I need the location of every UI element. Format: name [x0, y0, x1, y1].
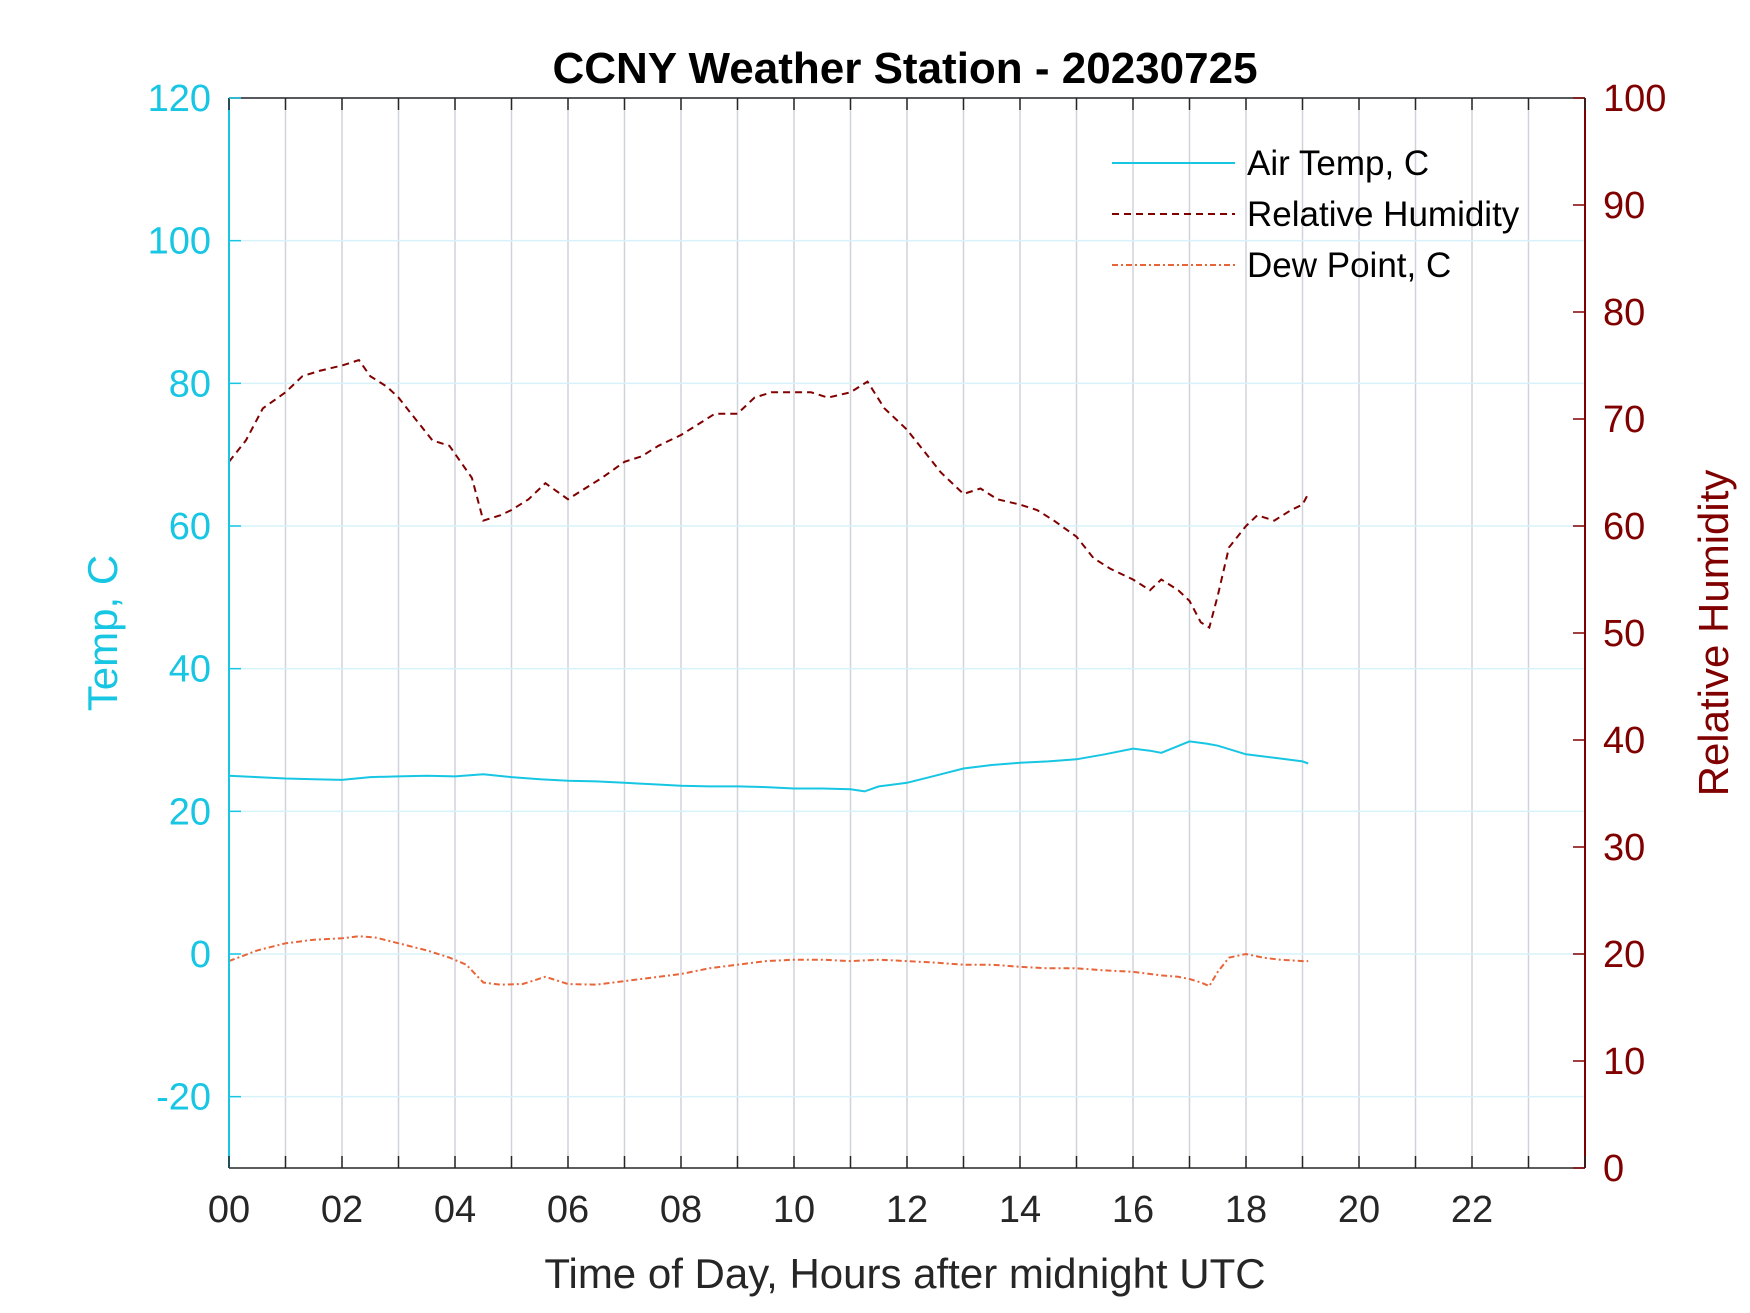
right-y-tick-label: 80 [1603, 292, 1645, 334]
series-line-dew-point [228, 935, 1309, 988]
legend-label: Air Temp, C [1247, 144, 1429, 183]
right-y-tick-label: 0 [1603, 1148, 1624, 1190]
left-y-tick-label: 100 [148, 221, 211, 263]
x-tick-label: 16 [1112, 1189, 1154, 1231]
series-line-relative-humidity [228, 358, 1310, 630]
x-tick-label: 14 [999, 1189, 1041, 1231]
right-y-tick-label: 20 [1603, 934, 1645, 976]
x-tick-label: 10 [773, 1189, 815, 1231]
right-y-tick-label: 90 [1603, 185, 1645, 227]
x-tick-label: 12 [886, 1189, 928, 1231]
x-tick-label: 18 [1225, 1189, 1267, 1231]
left-y-tick-label: 20 [169, 791, 211, 833]
x-tick-label: 08 [660, 1189, 702, 1231]
right-y-tick-label: 60 [1603, 506, 1645, 548]
right-y-tick-label: 70 [1603, 399, 1645, 441]
series-line-air-temp [228, 740, 1309, 793]
x-tick-label: 00 [208, 1189, 250, 1231]
chart-title: CCNY Weather Station - 20230725 [552, 44, 1257, 93]
x-axis-label: Time of Day, Hours after midnight UTC [544, 1250, 1265, 1297]
data-series [228, 358, 1310, 988]
left-y-axis-label: Temp, C [79, 555, 126, 711]
x-tick-label: 06 [547, 1189, 589, 1231]
x-tick-label: 04 [434, 1189, 476, 1231]
x-tick-label: 02 [321, 1189, 363, 1231]
left-y-tick-label: 40 [169, 649, 211, 691]
right-y-tick-label: 50 [1603, 613, 1645, 655]
x-tick-label: 22 [1451, 1189, 1493, 1231]
left-y-tick-label: 0 [190, 934, 211, 976]
left-y-tick-label: 80 [169, 363, 211, 405]
right-y-tick-label: 30 [1603, 827, 1645, 869]
right-y-tick-label: 40 [1603, 720, 1645, 762]
right-y-axis-label: Relative Humidity [1690, 470, 1737, 797]
right-y-tick-label: 100 [1603, 78, 1666, 120]
left-y-tick-label: 120 [148, 78, 211, 120]
x-tick-label: 20 [1338, 1189, 1380, 1231]
legend: Air Temp, C Relative Humidity Dew Point, C [1112, 144, 1520, 285]
legend-label: Relative Humidity [1247, 195, 1520, 234]
axes: 00 02 04 06 08 10 12 14 16 18 20 22-200204060801001… [148, 78, 1667, 1231]
left-y-tick-label: 60 [169, 506, 211, 548]
grid-lines [229, 97, 1585, 1168]
left-y-tick-label: -20 [156, 1077, 211, 1119]
right-y-tick-label: 10 [1603, 1041, 1645, 1083]
legend-label: Dew Point, C [1247, 246, 1451, 285]
